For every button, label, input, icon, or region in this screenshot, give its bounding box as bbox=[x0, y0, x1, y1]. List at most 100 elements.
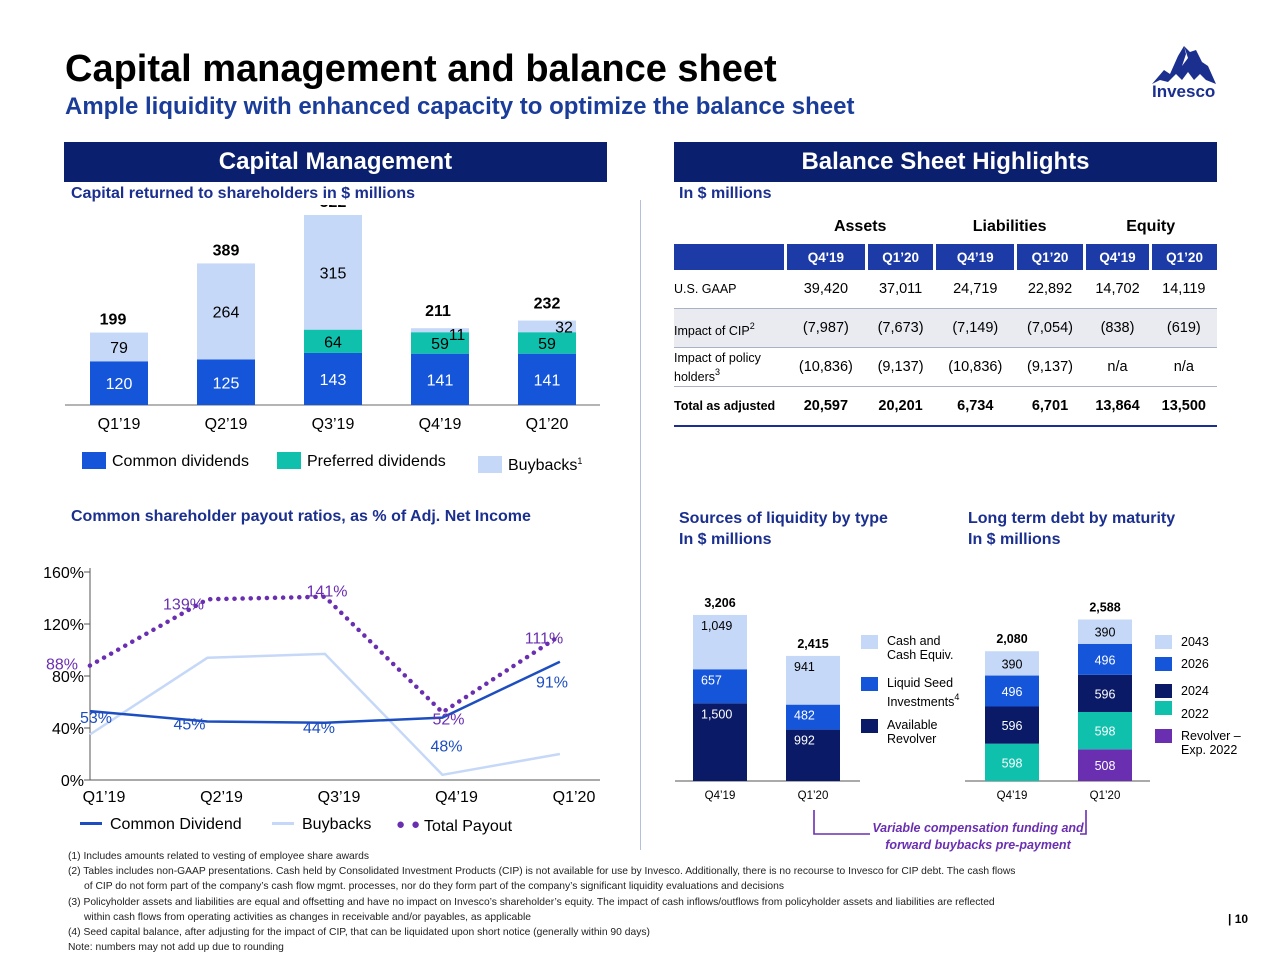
legend-label: 2022 bbox=[1181, 707, 1209, 721]
row-label-text: Impact of CIP bbox=[674, 323, 750, 338]
footnote: (3) Policyholder assets and liabilities … bbox=[68, 896, 995, 908]
table-cell: 24,719 bbox=[934, 270, 1016, 309]
bar-value-label: 315 bbox=[320, 265, 347, 282]
x-tick-label: Q1’20 bbox=[553, 789, 596, 806]
legend-label: 2024 bbox=[1181, 684, 1209, 698]
footnote-continuation: of CIP do not form part of the company’s… bbox=[84, 881, 784, 893]
row-label-text: Impact of policy holders bbox=[674, 350, 761, 384]
bar-total-label: 232 bbox=[534, 296, 561, 313]
table-row: Impact of CIP2 (7,987) (7,673) (7,149) (… bbox=[674, 308, 1217, 348]
bar-total-label: 211 bbox=[425, 303, 451, 320]
table-cell: 14,702 bbox=[1084, 270, 1151, 309]
x-tick-label: Q3’19 bbox=[312, 416, 355, 433]
legend-label: Preferred dividends bbox=[307, 453, 446, 470]
table-cell: 37,011 bbox=[866, 270, 935, 309]
footnote: (1) Includes amounts related to vesting … bbox=[68, 851, 370, 862]
total-payout-label: 139% bbox=[163, 596, 204, 613]
bar-value-label: 1,500 bbox=[701, 707, 732, 721]
bar-value-label: 992 bbox=[794, 734, 815, 748]
legend-swatch bbox=[861, 719, 878, 733]
bar-value-label: 390 bbox=[1095, 626, 1116, 640]
bar-segment bbox=[90, 332, 148, 362]
bar-total-label: 199 bbox=[100, 312, 127, 329]
bar-value-label: 141 bbox=[427, 372, 454, 389]
common-dividend-label: 91% bbox=[536, 675, 568, 692]
legend-label: Liquid Seed Investments bbox=[887, 676, 955, 709]
table-cell: (7,987) bbox=[785, 308, 867, 348]
table-cell: (9,137) bbox=[1015, 347, 1085, 387]
page-subtitle: Ample liquidity with enhanced capacity t… bbox=[65, 93, 855, 120]
capital-returned-subhead: Capital returned to shareholders in $ mi… bbox=[71, 185, 416, 202]
bar-segment bbox=[985, 651, 1039, 676]
bar-segment bbox=[411, 332, 469, 354]
liquidity-title: Sources of liquidity by type bbox=[679, 510, 888, 527]
bar-value-label: 143 bbox=[320, 372, 347, 389]
bar-total-label: 2,080 bbox=[996, 632, 1027, 646]
period-header: Q1’20 bbox=[1149, 244, 1217, 270]
footnote-continuation: within cash flows from operating activit… bbox=[84, 911, 532, 923]
x-tick-label: Q4’19 bbox=[997, 790, 1028, 802]
bar-total-label: 389 bbox=[213, 242, 240, 259]
total-payout-label: 111% bbox=[525, 631, 564, 648]
table-corner bbox=[674, 210, 786, 244]
bar-segment bbox=[411, 353, 469, 405]
bar-segment bbox=[985, 743, 1039, 781]
debt-maturity-chart: 598 596 496 390 2,080 Q4’19 508 598 596 496 390 2,5… bbox=[965, 601, 1150, 802]
legend-swatch bbox=[1155, 684, 1172, 698]
table-cell: (619) bbox=[1150, 308, 1217, 348]
legend-total-payout-line: ●●Total Payout bbox=[396, 816, 512, 836]
page-number: | 10 bbox=[1228, 912, 1249, 926]
legend-label: Buybacks bbox=[302, 816, 372, 833]
x-tick-label: Q2’19 bbox=[200, 789, 243, 806]
footnotes: (1) Includes amounts related to vesting … bbox=[68, 849, 1258, 955]
footnote-marker: 3 bbox=[715, 366, 721, 377]
table-cell: n/a bbox=[1084, 347, 1151, 387]
table-cell: (7,054) bbox=[1015, 308, 1085, 348]
balance-sheet-table: Assets Liabilities Equity Q4'19 Q1’20 Q4… bbox=[674, 210, 1217, 427]
group-assets: Assets bbox=[833, 218, 887, 235]
legend-seed: Liquid Seed Investments4 bbox=[861, 676, 971, 718]
bar-value-label: 596 bbox=[1002, 719, 1023, 733]
table-cell: 13,864 bbox=[1084, 386, 1151, 427]
row-label: Total as adjusted bbox=[674, 386, 786, 427]
legend-label: Common Dividend bbox=[110, 816, 242, 833]
debt-units: In $ millions bbox=[968, 531, 1061, 548]
bar-value-label: 508 bbox=[1095, 759, 1116, 773]
legend-swatch bbox=[1155, 729, 1172, 743]
bar-total-label: 522 bbox=[320, 205, 347, 211]
y-tick-label: 120% bbox=[43, 617, 84, 634]
bar-segment bbox=[518, 353, 576, 405]
table-cell: 13,500 bbox=[1150, 386, 1217, 427]
bar-value-label: 32 bbox=[555, 320, 573, 337]
table-period-header-row: Q4'19 Q1’20 Q4’19 Q1’20 Q4'19 Q1’20 bbox=[674, 244, 1217, 270]
mountain-logo-icon bbox=[1152, 46, 1216, 84]
total-payout-label: 52% bbox=[432, 711, 464, 728]
footnote-note: Note: numbers may not add up due to roun… bbox=[68, 942, 284, 954]
y-tick-label: 160% bbox=[43, 565, 84, 582]
bar-segment bbox=[693, 669, 747, 704]
legend-label: Common dividends bbox=[112, 453, 249, 470]
bar-segment bbox=[786, 655, 840, 705]
legend-2043: 2043 bbox=[1155, 635, 1265, 657]
table-cell: (9,137) bbox=[866, 347, 935, 387]
y-tick-label: 80% bbox=[52, 669, 84, 686]
section-divider bbox=[640, 200, 641, 850]
bar-value-label: 59 bbox=[538, 336, 556, 353]
table-cell: 20,597 bbox=[785, 386, 867, 427]
common-dividend-label: 44% bbox=[303, 720, 335, 737]
bar-segment bbox=[304, 214, 362, 330]
bar-segment bbox=[1078, 643, 1132, 675]
table-cell: 14,119 bbox=[1150, 270, 1217, 309]
footnote-marker: 1 bbox=[577, 456, 583, 466]
legend-label: Available Revolver bbox=[887, 718, 938, 746]
bar-segment bbox=[411, 328, 469, 333]
bar-total-label: 2,588 bbox=[1089, 601, 1120, 615]
legend-label: Revolver – Exp. 2022 bbox=[1181, 729, 1241, 757]
table-cell: (7,149) bbox=[934, 308, 1016, 348]
table-cell: n/a bbox=[1150, 347, 1217, 387]
bar-value-label: 598 bbox=[1002, 756, 1023, 770]
table-cell: (838) bbox=[1084, 308, 1151, 348]
legend-swatch bbox=[861, 635, 878, 649]
period-header: Q1’20 bbox=[864, 244, 935, 270]
bar-segment bbox=[1078, 749, 1132, 781]
